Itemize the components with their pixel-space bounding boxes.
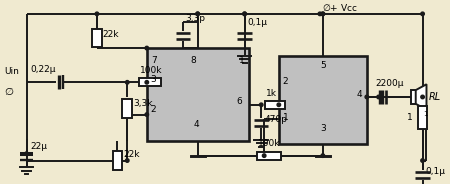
Circle shape xyxy=(321,12,324,16)
Text: 0,22µ: 0,22µ xyxy=(31,66,56,75)
Circle shape xyxy=(277,103,281,107)
Text: 3: 3 xyxy=(320,124,326,133)
Text: 470p: 470p xyxy=(264,115,287,124)
Text: 7: 7 xyxy=(152,56,158,65)
Text: RL: RL xyxy=(428,92,441,102)
Circle shape xyxy=(365,95,369,99)
Text: 8: 8 xyxy=(191,56,197,65)
Bar xyxy=(139,78,161,86)
Circle shape xyxy=(243,12,246,16)
Circle shape xyxy=(321,154,324,157)
Circle shape xyxy=(421,12,424,16)
Circle shape xyxy=(421,95,424,99)
Bar xyxy=(112,151,122,170)
Polygon shape xyxy=(416,84,427,110)
Text: 1: 1 xyxy=(239,56,244,65)
Bar xyxy=(279,56,367,144)
Circle shape xyxy=(126,81,129,84)
Circle shape xyxy=(145,113,148,116)
Bar xyxy=(411,90,416,104)
Bar xyxy=(418,106,428,129)
Circle shape xyxy=(145,46,148,50)
Circle shape xyxy=(145,81,148,84)
Bar xyxy=(147,48,249,141)
Text: 3: 3 xyxy=(151,75,157,84)
Text: 2200µ: 2200µ xyxy=(376,79,404,88)
Circle shape xyxy=(25,152,28,155)
Bar xyxy=(257,152,281,160)
Text: 2: 2 xyxy=(151,105,156,114)
Text: 1: 1 xyxy=(283,113,288,122)
Text: 6: 6 xyxy=(237,97,243,106)
Circle shape xyxy=(95,12,99,16)
Text: $\emptyset$+ Vcc: $\emptyset$+ Vcc xyxy=(322,2,358,13)
Circle shape xyxy=(318,12,322,16)
Text: Uin: Uin xyxy=(4,67,19,76)
Bar xyxy=(122,99,132,118)
Circle shape xyxy=(377,95,380,99)
Text: 22k: 22k xyxy=(123,150,140,159)
Bar xyxy=(92,29,102,47)
Circle shape xyxy=(196,12,199,16)
Circle shape xyxy=(321,12,324,16)
Circle shape xyxy=(243,12,246,16)
Text: 1k: 1k xyxy=(266,89,277,98)
Text: 5: 5 xyxy=(320,61,326,70)
Text: 22k: 22k xyxy=(103,31,119,40)
Text: 4: 4 xyxy=(194,120,199,129)
Text: 3,3p: 3,3p xyxy=(185,14,205,23)
Text: 22µ: 22µ xyxy=(31,142,47,151)
Text: 1: 1 xyxy=(423,111,428,117)
Circle shape xyxy=(196,12,199,16)
Circle shape xyxy=(260,103,263,107)
Text: 3,3k: 3,3k xyxy=(133,99,153,108)
Circle shape xyxy=(126,159,129,162)
Text: 1: 1 xyxy=(407,113,413,122)
Circle shape xyxy=(421,159,424,162)
Text: 100k: 100k xyxy=(140,66,162,75)
Text: 4: 4 xyxy=(356,90,362,99)
Text: 2: 2 xyxy=(283,77,288,86)
Circle shape xyxy=(262,154,266,157)
Text: 0,1µ: 0,1µ xyxy=(248,18,268,27)
Text: 100k: 100k xyxy=(258,139,280,148)
Text: $\emptyset$: $\emptyset$ xyxy=(4,85,14,97)
Bar xyxy=(265,101,285,109)
Text: 0,1µ: 0,1µ xyxy=(426,167,446,176)
